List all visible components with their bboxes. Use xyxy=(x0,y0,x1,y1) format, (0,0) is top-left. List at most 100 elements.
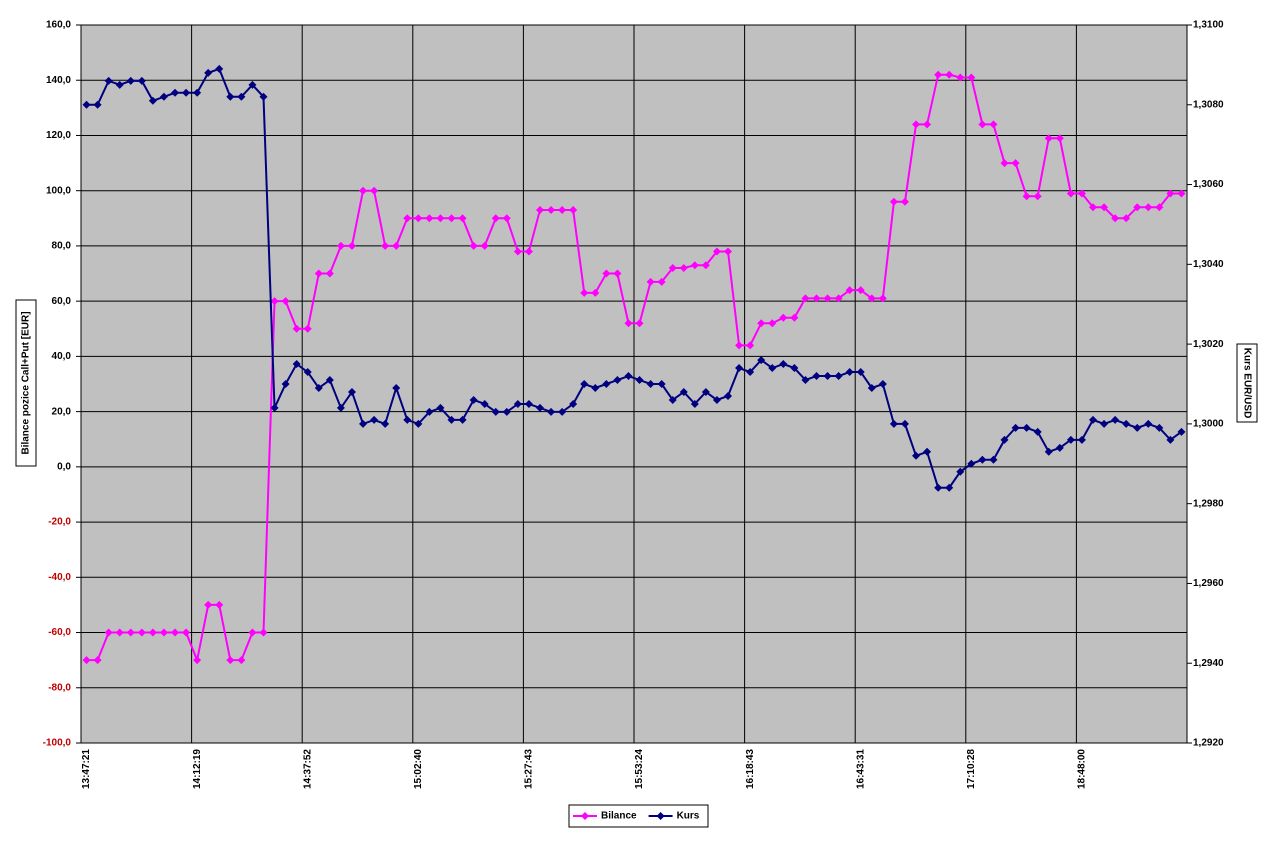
y2-tick-label: 1,3100 xyxy=(1193,20,1224,31)
data-point xyxy=(602,380,611,388)
data-point xyxy=(580,380,589,388)
legend-marker xyxy=(581,812,589,820)
data-point xyxy=(115,628,124,637)
data-point xyxy=(1122,214,1131,223)
data-point xyxy=(602,269,611,278)
y-tick-label: 140,0 xyxy=(46,75,71,86)
data-point xyxy=(1088,415,1097,424)
data-point xyxy=(867,383,876,392)
data-point xyxy=(204,68,213,77)
data-point xyxy=(314,269,323,278)
data-point xyxy=(845,368,854,377)
data-point xyxy=(171,88,180,97)
y-tick-label: 20,0 xyxy=(52,406,72,417)
data-point xyxy=(126,76,135,85)
data-point xyxy=(668,395,677,404)
data-point xyxy=(1166,435,1175,444)
data-point xyxy=(93,656,102,665)
data-point xyxy=(182,628,191,637)
data-point xyxy=(403,214,412,223)
data-point xyxy=(469,241,478,250)
data-point xyxy=(1144,419,1153,428)
data-point xyxy=(591,288,600,297)
data-point xyxy=(856,286,865,295)
data-point xyxy=(801,294,810,303)
y-tick-label: 80,0 xyxy=(52,241,72,252)
data-point xyxy=(878,380,887,388)
data-point xyxy=(547,206,556,215)
y-tick-label: -20,0 xyxy=(48,517,71,528)
data-point xyxy=(646,380,655,388)
data-point xyxy=(491,407,500,416)
legend-marker xyxy=(656,812,665,820)
data-point xyxy=(1055,134,1064,143)
y-tick-label: 100,0 xyxy=(46,185,71,196)
data-point xyxy=(270,403,279,412)
data-point xyxy=(856,368,865,377)
data-point xyxy=(303,368,312,377)
data-point xyxy=(900,197,909,206)
data-point xyxy=(889,197,898,206)
data-point xyxy=(569,399,578,408)
data-point xyxy=(934,483,943,492)
data-point xyxy=(978,120,987,129)
data-point xyxy=(414,214,423,223)
x-tick-label: 15:02:40 xyxy=(413,749,424,789)
data-point xyxy=(1044,134,1053,143)
data-point xyxy=(292,324,301,333)
data-point xyxy=(226,656,235,665)
data-point xyxy=(757,319,766,328)
y-tick-label: -100,0 xyxy=(43,738,72,749)
data-point xyxy=(148,628,157,637)
y2-axis-title-text: Kurs EUR/USD xyxy=(1241,348,1252,419)
data-point xyxy=(1066,189,1075,198)
data-point xyxy=(215,64,224,73)
data-point xyxy=(370,186,379,195)
data-point xyxy=(513,247,522,256)
data-point xyxy=(414,419,423,428)
data-point xyxy=(535,206,544,215)
y-tick-label: 40,0 xyxy=(52,351,72,362)
data-point xyxy=(381,419,390,428)
data-point xyxy=(889,419,898,428)
data-point xyxy=(712,247,721,256)
data-point xyxy=(359,419,368,428)
data-point xyxy=(657,277,666,286)
y2-tick-label: 1,2960 xyxy=(1193,578,1224,589)
data-point xyxy=(613,376,622,385)
y2-axis-title: Kurs EUR/USD xyxy=(1236,343,1258,423)
data-point xyxy=(1000,435,1009,444)
data-point xyxy=(823,372,832,381)
data-point xyxy=(735,364,744,373)
data-point xyxy=(524,247,533,256)
data-point xyxy=(93,100,102,109)
data-point xyxy=(1022,192,1031,201)
data-point xyxy=(1100,203,1109,212)
data-point xyxy=(392,241,401,250)
data-point xyxy=(1166,189,1175,198)
data-point xyxy=(1044,447,1053,456)
data-point xyxy=(790,313,799,322)
data-point xyxy=(425,214,434,223)
data-point xyxy=(1177,427,1186,436)
data-point xyxy=(701,387,710,396)
data-point xyxy=(690,399,699,408)
series-line xyxy=(86,67,1183,489)
y-tick-label: -80,0 xyxy=(48,682,71,693)
data-point xyxy=(1088,203,1097,212)
data-point xyxy=(193,88,202,97)
y-tick-label: -40,0 xyxy=(48,572,71,583)
data-point xyxy=(558,407,567,416)
y2-tick-label: 1,3020 xyxy=(1193,339,1224,350)
data-point xyxy=(757,356,766,365)
data-point xyxy=(724,247,733,256)
y-tick-label: 120,0 xyxy=(46,130,71,141)
y2-tick-label: 1,3060 xyxy=(1193,179,1224,190)
data-point xyxy=(779,313,788,322)
data-point xyxy=(712,395,721,404)
data-point xyxy=(82,100,91,109)
data-point xyxy=(978,455,987,464)
data-point xyxy=(447,214,456,223)
